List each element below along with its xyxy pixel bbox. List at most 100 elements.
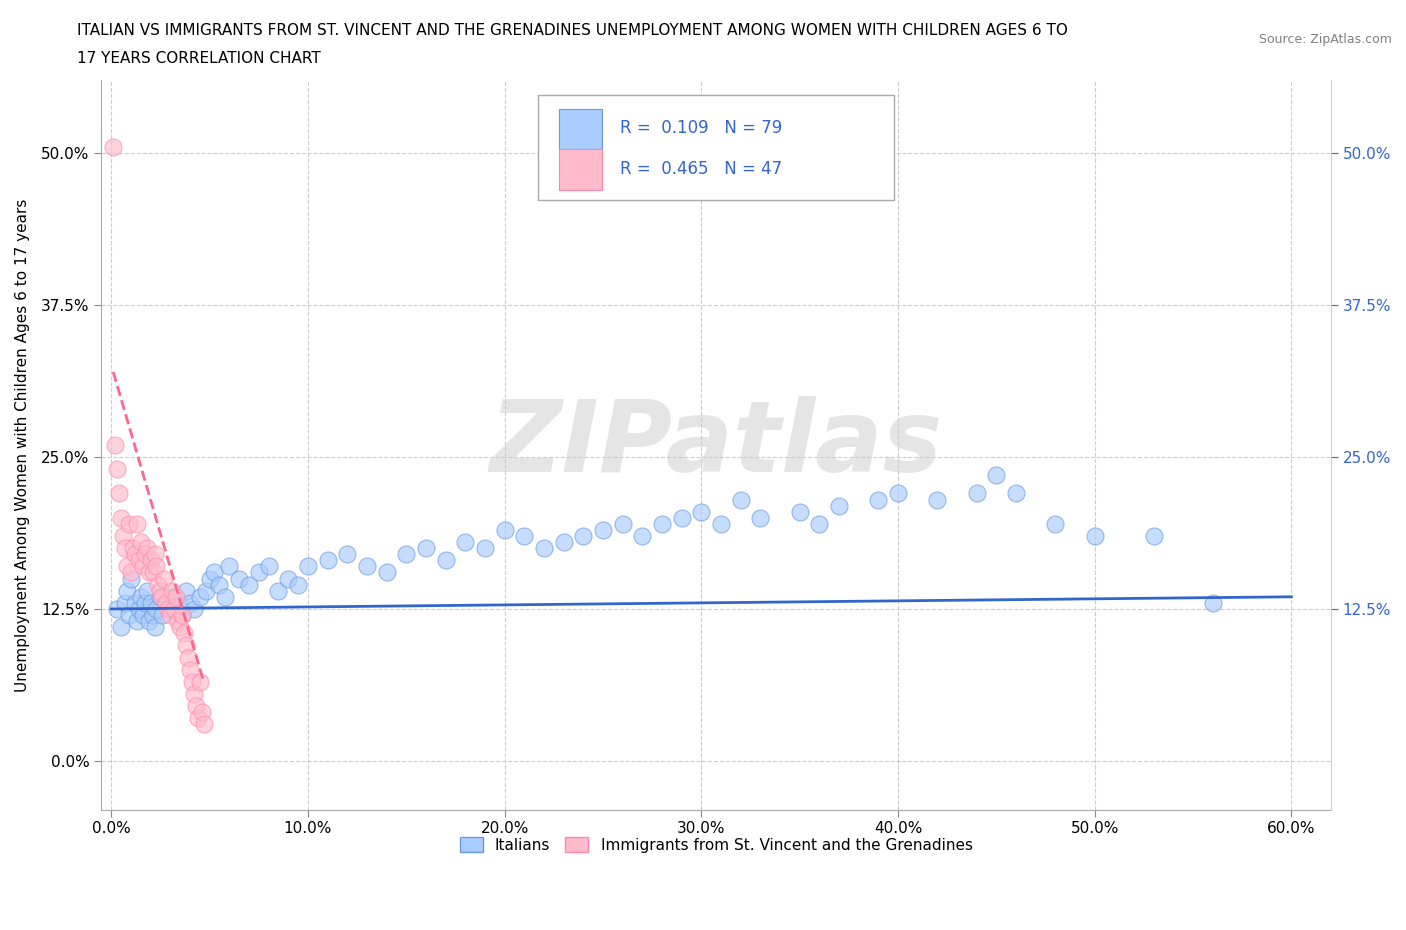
- Point: [184, 698, 207, 713]
- Point: [118, 516, 141, 531]
- Point: [228, 571, 250, 586]
- Point: [592, 523, 614, 538]
- Point: [157, 602, 180, 617]
- Point: [828, 498, 851, 513]
- Point: [267, 583, 290, 598]
- Point: [238, 578, 260, 592]
- Point: [129, 590, 152, 604]
- Point: [174, 638, 197, 653]
- Point: [690, 504, 713, 519]
- Point: [142, 565, 165, 580]
- Point: [128, 552, 150, 567]
- Point: [257, 559, 280, 574]
- Point: [120, 565, 142, 580]
- Text: 17 YEARS CORRELATION CHART: 17 YEARS CORRELATION CHART: [77, 51, 321, 66]
- Point: [188, 674, 211, 689]
- Point: [179, 662, 201, 677]
- Legend: Italians, Immigrants from St. Vincent and the Grenadines: Italians, Immigrants from St. Vincent an…: [451, 829, 980, 860]
- Point: [202, 565, 225, 580]
- Point: [122, 540, 145, 555]
- Point: [631, 528, 654, 543]
- Point: [132, 559, 155, 574]
- Point: [1045, 516, 1067, 531]
- Point: [612, 516, 634, 531]
- Point: [118, 607, 141, 622]
- Point: [143, 619, 166, 634]
- Point: [316, 552, 339, 567]
- Point: [170, 607, 193, 622]
- Point: [139, 552, 162, 567]
- Point: [749, 511, 772, 525]
- Point: [179, 595, 201, 610]
- Point: [110, 619, 132, 634]
- Point: [868, 492, 890, 507]
- Point: [1202, 595, 1225, 610]
- Point: [415, 540, 437, 555]
- Point: [153, 571, 176, 586]
- Point: [651, 516, 673, 531]
- Point: [188, 590, 211, 604]
- Point: [148, 578, 170, 592]
- Point: [247, 565, 270, 580]
- Point: [553, 535, 575, 550]
- Point: [297, 559, 319, 574]
- Point: [187, 711, 209, 725]
- Point: [134, 547, 156, 562]
- Point: [474, 540, 496, 555]
- Point: [167, 595, 190, 610]
- Point: [177, 650, 200, 665]
- Point: [710, 516, 733, 531]
- Point: [183, 602, 205, 617]
- Point: [173, 626, 195, 641]
- Point: [533, 540, 555, 555]
- Point: [138, 614, 160, 629]
- Point: [214, 590, 236, 604]
- Point: [572, 528, 595, 543]
- Point: [103, 140, 125, 154]
- Point: [149, 590, 172, 604]
- Point: [139, 595, 162, 610]
- Point: [454, 535, 477, 550]
- Point: [105, 461, 128, 476]
- Point: [124, 595, 146, 610]
- Text: Source: ZipAtlas.com: Source: ZipAtlas.com: [1258, 33, 1392, 46]
- Point: [163, 590, 186, 604]
- Point: [198, 571, 221, 586]
- Point: [730, 492, 752, 507]
- Point: [114, 540, 136, 555]
- Point: [174, 583, 197, 598]
- Point: [887, 486, 910, 501]
- Point: [356, 559, 378, 574]
- Point: [434, 552, 457, 567]
- Point: [120, 571, 142, 586]
- Point: [149, 583, 172, 598]
- Point: [114, 595, 136, 610]
- Point: [671, 511, 693, 525]
- Point: [143, 547, 166, 562]
- Point: [159, 607, 181, 622]
- Point: [159, 602, 181, 617]
- Point: [125, 614, 148, 629]
- Point: [494, 523, 516, 538]
- Point: [110, 511, 132, 525]
- Point: [134, 595, 156, 610]
- Point: [112, 528, 135, 543]
- Point: [125, 516, 148, 531]
- Point: [183, 686, 205, 701]
- Point: [789, 504, 811, 519]
- Y-axis label: Unemployment Among Women with Children Ages 6 to 17 years: Unemployment Among Women with Children A…: [15, 198, 30, 692]
- Point: [180, 674, 202, 689]
- Point: [167, 614, 190, 629]
- Point: [808, 516, 831, 531]
- Point: [145, 559, 167, 574]
- Point: [160, 583, 183, 598]
- FancyBboxPatch shape: [558, 150, 602, 190]
- Point: [1084, 528, 1107, 543]
- Point: [132, 607, 155, 622]
- Point: [115, 559, 138, 574]
- Point: [986, 468, 1008, 483]
- Text: R =  0.465   N = 47: R = 0.465 N = 47: [620, 160, 782, 178]
- Point: [336, 547, 359, 562]
- Point: [115, 583, 138, 598]
- Point: [927, 492, 949, 507]
